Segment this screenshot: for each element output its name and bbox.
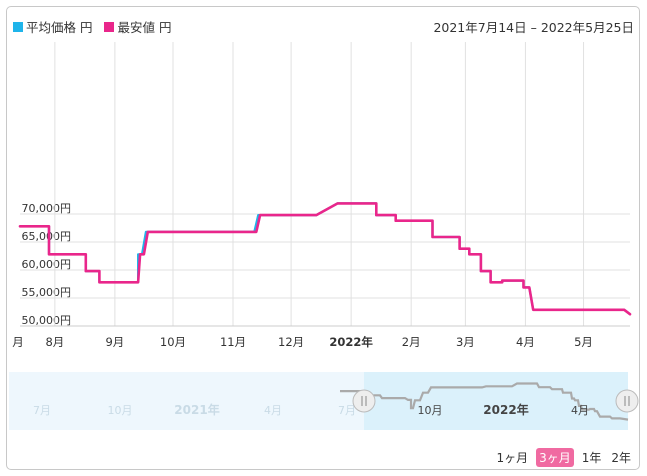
x-tick-label: 3月 [456, 335, 475, 349]
legend-swatch-lowest [104, 21, 115, 32]
navigator-handle-left[interactable] [352, 389, 376, 413]
legend: 平均価格 円 最安値 円 [13, 17, 183, 36]
range-button-1-month[interactable]: 1ヶ月 [496, 451, 529, 465]
navigator-series-line [340, 382, 629, 421]
navigator-selected-window [364, 372, 628, 430]
y-tick-label: 60,000円 [22, 258, 72, 271]
series-line-lowest [18, 202, 632, 316]
legend-item-lowest[interactable]: 最安値 円 [104, 17, 171, 36]
navigator-label: 2021年 [174, 402, 219, 417]
x-tick-label: 2022年 [329, 335, 373, 349]
y-tick-label: 55,000円 [22, 286, 72, 299]
x-tick-label: 8月 [45, 335, 64, 349]
y-tick-label: 70,000円 [22, 202, 72, 215]
date-range: 2021年7月14日 – 2022年5月25日 [433, 20, 634, 35]
navigator-label: 7月 [33, 404, 51, 417]
x-tick-label: 9月 [105, 335, 124, 349]
legend-label-average: 平均価格 円 [26, 20, 93, 35]
x-tick-label: 2月 [402, 335, 421, 349]
navigator-handle-right[interactable] [615, 389, 639, 413]
range-button-3-months[interactable]: 3ヶ月 [536, 448, 574, 467]
x-tick-label: 10月 [160, 335, 186, 349]
navigator-label: 10月 [108, 404, 133, 417]
legend-label-lowest: 最安値 円 [117, 20, 172, 35]
x-tick-label: 5月 [574, 335, 593, 349]
x-tick-label: 11月 [220, 335, 246, 349]
y-tick-label: 65,000円 [22, 230, 72, 243]
x-tick-label: 月 [12, 335, 24, 349]
range-button-1-year[interactable]: 1年 [581, 451, 602, 465]
navigator-label: 4月 [571, 404, 589, 417]
range-buttons: 1ヶ月 3ヶ月 1年 2年 [488, 448, 633, 467]
range-button-2-years[interactable]: 2年 [611, 451, 631, 465]
legend-swatch-average [13, 21, 23, 32]
navigator-label: 4月 [264, 404, 282, 417]
y-tick-label: 50,000円 [22, 314, 72, 327]
x-tick-label: 12月 [278, 335, 304, 349]
navigator-label: 7月 [338, 404, 356, 417]
x-tick-label: 4月 [516, 335, 535, 349]
navigator-label: 10月 [418, 404, 443, 417]
legend-item-average[interactable]: 平均価格 円 [13, 17, 92, 36]
navigator-label: 2022年 [483, 402, 528, 417]
